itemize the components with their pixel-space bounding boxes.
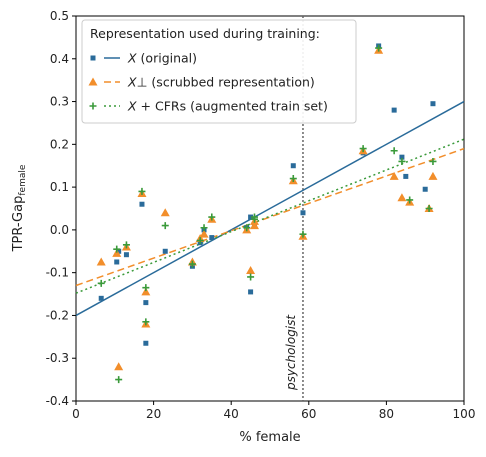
- point-augmented: [138, 187, 146, 195]
- legend-desc: (original): [137, 51, 197, 66]
- point-augmented: [247, 273, 255, 281]
- y-tick-label: 0.2: [50, 137, 69, 151]
- y-tick-label: 0.5: [50, 9, 69, 23]
- x-tick-label: 60: [301, 407, 316, 421]
- point-scrubbed: [114, 362, 124, 371]
- point-augmented: [122, 241, 130, 249]
- y-tick-label: -0.4: [46, 394, 69, 408]
- point-augmented: [97, 279, 105, 287]
- legend-var: X: [127, 99, 137, 114]
- legend-marker-original: [90, 55, 96, 61]
- point-scrubbed: [246, 266, 256, 275]
- point-original: [143, 340, 149, 346]
- point-original: [248, 289, 254, 295]
- point-original: [430, 101, 436, 107]
- point-original: [248, 214, 254, 220]
- point-original: [143, 300, 149, 306]
- point-augmented: [390, 147, 398, 155]
- point-scrubbed: [397, 193, 407, 202]
- annotation-psychologist: psychologist: [284, 314, 298, 391]
- legend-marker-augmented: [89, 102, 97, 110]
- point-scrubbed: [389, 171, 399, 180]
- point-original: [98, 295, 104, 301]
- point-augmented: [142, 318, 150, 326]
- point-augmented: [243, 224, 251, 232]
- x-tick-label: 80: [379, 407, 394, 421]
- point-augmented: [208, 213, 216, 221]
- y-axis-label-subscript: female: [18, 164, 28, 195]
- legend-title: Representation used during training:: [90, 26, 320, 41]
- legend-desc: (scrubbed representation): [147, 75, 314, 90]
- point-augmented: [398, 157, 406, 165]
- y-tick-label: -0.2: [46, 308, 69, 322]
- x-tick-label: 20: [146, 407, 161, 421]
- point-scrubbed: [96, 257, 106, 266]
- point-augmented: [406, 196, 414, 204]
- point-augmented: [115, 376, 123, 384]
- point-original: [422, 186, 428, 192]
- legend-label-scrubbed: X⊥ (scrubbed representation): [127, 75, 315, 90]
- point-original: [399, 154, 405, 160]
- point-scrubbed: [112, 248, 122, 257]
- point-scrubbed: [160, 208, 170, 217]
- axes: 0 20 40 60 80 100 -0.4 -0.3 -0.2 -0.1 0.0 0.1 0.2 0.3…: [46, 9, 476, 421]
- point-augmented: [299, 230, 307, 238]
- point-augmented: [289, 175, 297, 183]
- point-original: [116, 248, 122, 254]
- point-augmented: [161, 222, 169, 230]
- point-scrubbed: [141, 287, 151, 296]
- point-augmented: [142, 284, 150, 292]
- point-original: [403, 173, 409, 179]
- trend-lines: [75, 100, 465, 317]
- y-tick-label: 0.4: [50, 52, 69, 66]
- x-tick-label: 100: [453, 407, 476, 421]
- y-tick-label: -0.1: [46, 266, 69, 280]
- point-scrubbed: [199, 229, 209, 238]
- y-tick-label: 0.3: [50, 95, 69, 109]
- y-axis-label: TPR-Gapfemale: [11, 164, 28, 252]
- point-original: [123, 252, 129, 258]
- point-original: [300, 210, 306, 216]
- y-tick-label: 0.0: [50, 223, 69, 237]
- point-augmented: [250, 215, 258, 223]
- x-axis-label: % female: [239, 430, 300, 445]
- point-augmented: [196, 237, 204, 245]
- point-augmented: [359, 145, 367, 153]
- point-augmented: [425, 205, 433, 212]
- trend-line-original: [75, 100, 465, 317]
- legend-box: [81, 19, 357, 124]
- point-augmented: [113, 245, 121, 253]
- y-tick-label: -0.3: [46, 351, 69, 365]
- point-original: [162, 248, 168, 254]
- point-augmented: [188, 260, 196, 268]
- point-original: [209, 235, 215, 241]
- point-original: [114, 259, 120, 265]
- point-augmented: [375, 44, 383, 52]
- trend-line-scrubbed: [75, 147, 465, 287]
- x-tick-label: 40: [224, 407, 239, 421]
- legend-var: X⊥: [127, 75, 147, 90]
- legend-label-original: X (original): [127, 51, 197, 66]
- y-axis-label-main: TPR-Gap: [11, 196, 26, 253]
- point-original: [391, 107, 397, 113]
- legend-desc: + CFRs (augmented train set): [137, 99, 328, 114]
- point-original: [139, 201, 145, 207]
- point-augmented: [429, 157, 437, 165]
- plot-frame: [75, 15, 465, 402]
- legend-label-augmented: X + CFRs (augmented train set): [127, 99, 328, 114]
- point-original: [290, 163, 296, 169]
- x-tick-label: 0: [72, 407, 80, 421]
- point-scrubbed: [428, 171, 438, 180]
- point-scrubbed: [249, 221, 259, 230]
- trend-line-augmented: [75, 138, 465, 294]
- legend-var: X: [127, 51, 137, 66]
- y-tick-label: 0.1: [50, 180, 69, 194]
- legend: Representation used during training: X (o…: [81, 19, 357, 124]
- legend-marker-scrubbed: [88, 77, 98, 86]
- data-points: [96, 43, 438, 384]
- point-augmented: [200, 224, 208, 232]
